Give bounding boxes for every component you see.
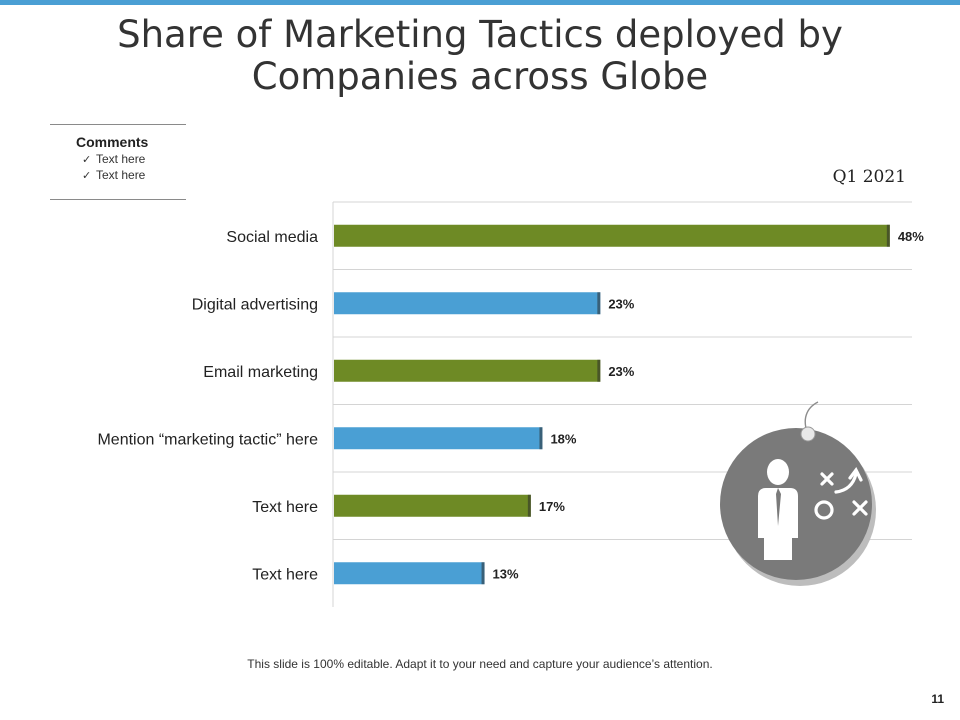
- tag-hole: [800, 426, 816, 442]
- data-label: 17%: [539, 499, 565, 514]
- data-label: 23%: [608, 296, 634, 311]
- comment-item: ✓ Text here: [82, 152, 145, 166]
- play-strategy-icon: [814, 466, 868, 520]
- comment-item: ✓ Text here: [82, 168, 145, 182]
- top-accent-bar: [0, 0, 960, 5]
- bar: [334, 224, 890, 247]
- category-label: Social media: [226, 229, 318, 246]
- bar: [334, 562, 485, 585]
- footer-note: This slide is 100% editable. Adapt it to…: [247, 657, 713, 671]
- category-label: Digital advertising: [192, 296, 318, 313]
- data-label: 23%: [608, 364, 634, 379]
- category-label: Mention “marketing tactic” here: [97, 431, 318, 448]
- tie-icon: [776, 488, 781, 526]
- bar-edge: [527, 494, 531, 517]
- slide-title: Share of Marketing Tactics deployed by C…: [60, 14, 900, 98]
- data-label: 48%: [898, 229, 924, 244]
- bar-edge: [539, 427, 543, 450]
- bar-edge: [597, 359, 601, 382]
- bar-edge: [597, 292, 601, 315]
- bar: [334, 359, 601, 382]
- bar: [334, 427, 543, 450]
- comments-box: Comments ✓ Text here ✓ Text here: [50, 124, 186, 200]
- category-label: Text here: [252, 499, 318, 516]
- check-icon: ✓: [82, 154, 92, 166]
- bar: [334, 494, 531, 517]
- category-label: Email marketing: [203, 364, 318, 381]
- data-label: 18%: [550, 431, 576, 446]
- category-label: Text here: [252, 566, 318, 583]
- title-line-2: Companies across Globe: [251, 55, 709, 98]
- comment-text: Text here: [96, 152, 146, 166]
- title-line-1: Share of Marketing Tactics deployed by: [117, 13, 843, 56]
- bar: [334, 292, 601, 315]
- page-number: 11: [931, 692, 944, 706]
- data-label: 13%: [493, 566, 519, 581]
- chart-period-label: Q1 2021: [832, 167, 906, 187]
- bar-edge: [886, 224, 890, 247]
- bar-edge: [481, 562, 485, 585]
- check-icon: ✓: [82, 170, 92, 182]
- comment-text: Text here: [96, 168, 146, 182]
- strategy-tag-icon: [706, 398, 906, 604]
- comments-title: Comments: [76, 134, 149, 150]
